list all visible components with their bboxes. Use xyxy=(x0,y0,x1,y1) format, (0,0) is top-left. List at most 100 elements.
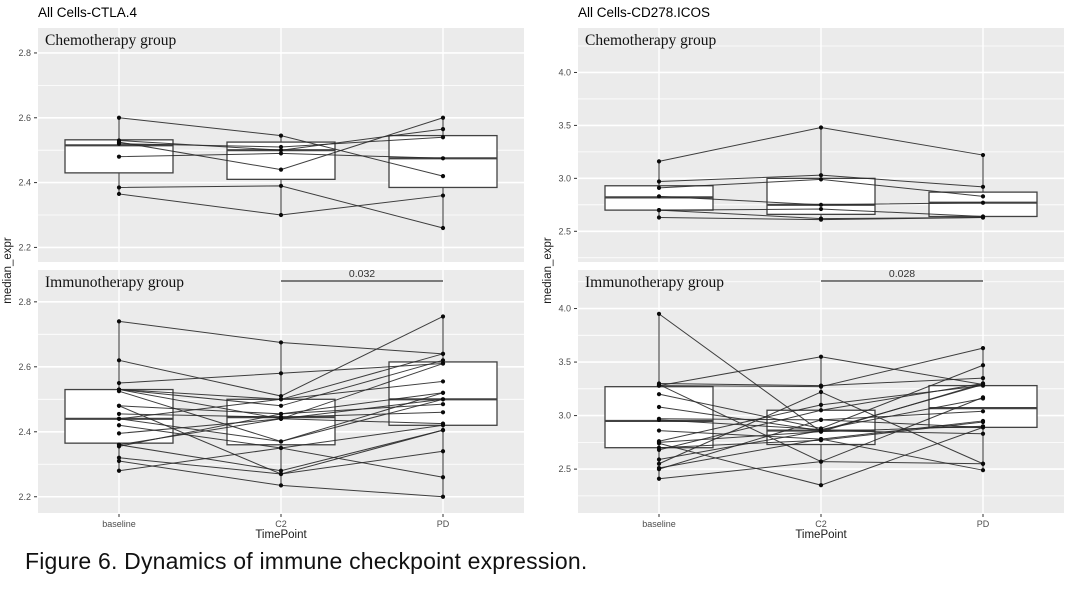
data-point xyxy=(116,141,122,146)
data-point xyxy=(116,185,122,190)
x-axis-label: TimePoint xyxy=(255,529,307,540)
data-point xyxy=(980,431,986,436)
data-point xyxy=(278,148,284,153)
data-point xyxy=(980,468,986,473)
data-point xyxy=(440,193,446,198)
y-tick-label: 2.4 xyxy=(18,427,31,437)
y-tick-label: 2.5 xyxy=(558,464,571,474)
y-tick-label: 3.5 xyxy=(558,357,571,367)
all-cells-ctla-4-chart-svg: All Cells-CTLA.4 2.2 2.4 2.6 2.8 Chemotherapy… xyxy=(2,5,524,541)
data-point xyxy=(440,174,446,179)
data-point xyxy=(440,449,446,454)
data-point xyxy=(278,133,284,138)
data-point xyxy=(656,428,662,433)
data-point xyxy=(116,403,122,408)
all-cells-cd278-icos-chart-svg: All Cells-CD278.ICOS 2.5 3.0 3.5 4.0 Chemothe… xyxy=(542,5,1064,541)
data-point xyxy=(440,390,446,395)
data-point xyxy=(440,358,446,363)
pvalue-label: 0.032 xyxy=(349,268,375,280)
data-point xyxy=(440,428,446,433)
y-tick-label: 2.2 xyxy=(18,492,31,502)
data-point xyxy=(980,419,986,425)
data-point xyxy=(440,402,446,407)
data-point xyxy=(278,393,284,399)
data-point xyxy=(278,371,284,376)
y-tick-label: 4.0 xyxy=(558,67,571,77)
data-point xyxy=(818,437,824,442)
data-point xyxy=(278,445,284,451)
cd278-icos-plot: All Cells-CD278.ICOS 2.5 3.0 3.5 4.0 Chemothe… xyxy=(540,0,1080,541)
data-point xyxy=(980,152,986,158)
data-point xyxy=(440,135,446,140)
data-point xyxy=(980,184,986,189)
data-point xyxy=(440,127,446,132)
data-point xyxy=(980,461,986,466)
y-tick-label: 2.8 xyxy=(18,48,31,58)
data-point xyxy=(116,358,122,363)
data-point xyxy=(278,167,284,172)
data-point xyxy=(278,403,284,408)
data-point xyxy=(980,215,986,220)
data-point xyxy=(656,392,662,397)
facet-label: Immunotherapy group xyxy=(585,274,724,291)
y-tick-label: 3.0 xyxy=(558,411,571,421)
data-point xyxy=(656,467,662,472)
data-point xyxy=(116,154,122,159)
data-point xyxy=(818,125,824,130)
data-point xyxy=(116,319,122,324)
data-point xyxy=(116,458,122,464)
data-point xyxy=(656,311,662,316)
data-point xyxy=(278,144,284,150)
y-tick-label: 2.8 xyxy=(18,297,31,307)
plots-row: All Cells-CTLA.4 2.2 2.4 2.6 2.8 Chemotherapy… xyxy=(2,0,1080,541)
data-point xyxy=(440,115,446,120)
data-point xyxy=(818,173,824,178)
data-point xyxy=(278,183,284,188)
data-point xyxy=(818,389,824,395)
chart-title: All Cells-CD278.ICOS xyxy=(578,5,710,20)
data-point xyxy=(656,185,662,190)
data-point xyxy=(656,461,662,466)
data-point xyxy=(980,346,986,351)
facet-label: Chemotherapy group xyxy=(45,32,177,49)
data-point xyxy=(980,425,986,430)
data-point xyxy=(980,363,986,368)
data-point xyxy=(818,177,824,182)
x-tick-label: baseline xyxy=(642,519,676,529)
data-point xyxy=(818,417,824,422)
y-tick-label: 4.0 xyxy=(558,304,571,314)
data-point xyxy=(440,421,446,426)
boxplot-box xyxy=(388,134,498,189)
y-axis-label: median_expr xyxy=(542,237,554,304)
data-point xyxy=(818,428,824,433)
data-point xyxy=(440,156,446,161)
data-point xyxy=(440,351,446,356)
x-tick-label: C2 xyxy=(275,519,287,529)
data-point xyxy=(116,442,122,447)
data-point xyxy=(818,459,824,464)
data-point xyxy=(278,340,284,345)
data-point xyxy=(440,494,446,499)
data-point xyxy=(818,206,824,212)
data-point xyxy=(656,404,662,410)
y-tick-label: 3.5 xyxy=(558,120,571,130)
data-point xyxy=(278,483,284,488)
y-tick-label: 2.2 xyxy=(18,242,31,252)
data-point xyxy=(656,159,662,164)
data-point xyxy=(278,411,284,417)
data-point xyxy=(440,361,446,366)
data-point xyxy=(440,410,446,415)
data-point xyxy=(656,476,662,481)
data-point xyxy=(656,441,662,446)
x-tick-label: baseline xyxy=(102,519,136,529)
data-point xyxy=(980,194,986,199)
data-point xyxy=(440,225,446,231)
facet-label: Chemotherapy group xyxy=(585,32,717,49)
data-point xyxy=(278,397,284,402)
data-point xyxy=(116,191,122,197)
x-tick-label: C2 xyxy=(815,519,827,529)
data-point xyxy=(980,376,986,381)
data-point xyxy=(818,217,824,222)
data-point xyxy=(818,202,824,207)
data-point xyxy=(116,115,122,120)
